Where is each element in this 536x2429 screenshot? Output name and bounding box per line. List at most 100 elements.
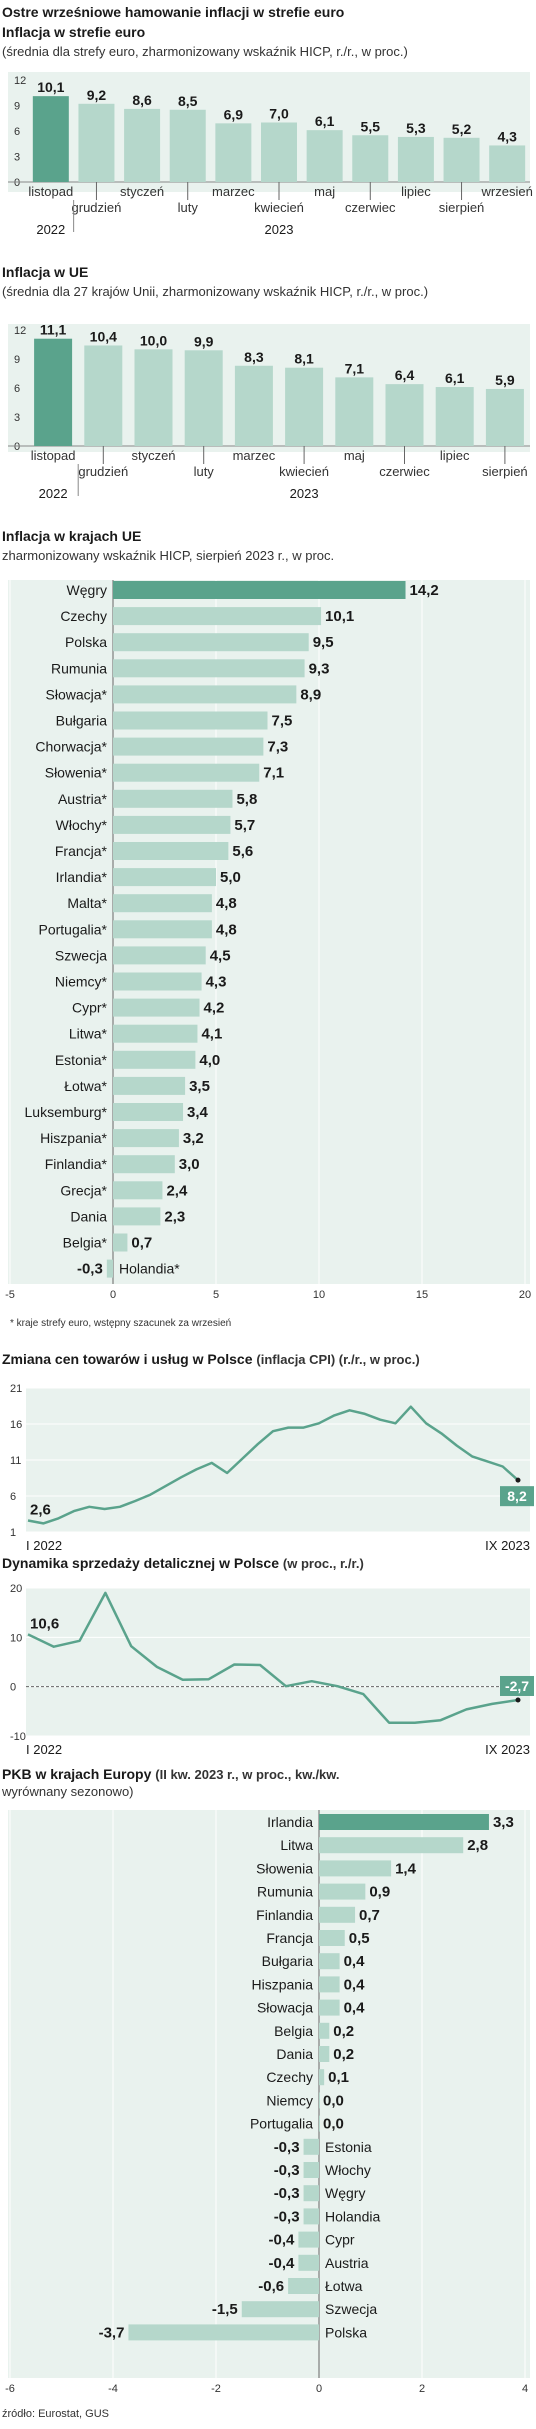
bar — [113, 1024, 198, 1043]
x-category-label: kwiecień — [254, 200, 304, 215]
category-label: Francja* — [55, 843, 108, 859]
chart3-title: Inflacja w krajach UE — [2, 528, 142, 544]
y-tick-label: 12 — [14, 325, 26, 337]
y-tick-label: 21 — [10, 1383, 22, 1395]
bar-value-label: 9,5 — [313, 634, 334, 651]
category-label: Litwa — [280, 1837, 313, 1853]
y-tick-label: 9 — [14, 354, 20, 366]
chart6-subtitle: wyrównany sezonowo) — [2, 1784, 134, 1799]
bar — [113, 581, 406, 599]
bar — [113, 842, 229, 860]
category-label: Portugalia — [250, 2116, 313, 2132]
end-value-box — [500, 1486, 534, 1507]
category-label: Estonia* — [55, 1052, 108, 1068]
chart3-country-inflation: -5 0 5 10 15 20 Węgry 14,2 Czechy 10,1 Polska 9,5 Ru… — [5, 580, 531, 1301]
category-label: Finlandia* — [45, 1156, 108, 1172]
bar — [319, 1814, 489, 1830]
x-category-label: styczeń — [131, 448, 175, 463]
bar-value-label: 6,1 — [315, 113, 335, 129]
bar-value-label: 5,9 — [495, 372, 515, 388]
category-label: Czechy — [60, 608, 107, 624]
bar — [113, 1103, 184, 1121]
category-label: Rumunia — [51, 660, 107, 676]
bar — [319, 1883, 366, 1900]
bar — [113, 1207, 161, 1226]
x-start-label: I 2022 — [26, 1538, 62, 1553]
bar — [319, 1953, 340, 1970]
y-tick-label: 0 — [14, 177, 20, 189]
category-label: Hiszpania* — [40, 1130, 107, 1146]
bar-value-label: 7,0 — [269, 106, 289, 122]
bar-value-label: 8,3 — [244, 349, 264, 365]
chart4-title: Zmiana cen towarów i usług w Polsce (inf… — [2, 1351, 420, 1367]
y-tick-label: 12 — [14, 75, 26, 87]
chart2-eu-inflation: 12 9 6 3 0 11,1 listopad 10,4 grudzień 10,0 stycze… — [8, 322, 530, 501]
bar — [241, 2301, 319, 2318]
x-tick-label: 4 — [522, 2383, 528, 2395]
y-tick-label: 10 — [10, 1632, 22, 1644]
bar — [397, 136, 434, 182]
category-label: Malta* — [67, 895, 107, 911]
bar-value-label: 0,7 — [131, 1235, 152, 1252]
chart1-title: Inflacja w strefie euro — [2, 24, 146, 40]
category-label: Czechy — [266, 2069, 313, 2085]
bar — [113, 894, 212, 913]
y-tick-label: 3 — [14, 152, 20, 164]
main-title: Ostre wrześniowe hamowanie inflacji w st… — [2, 4, 345, 20]
bar-value-label: 0,2 — [333, 2023, 354, 2040]
bar-value-label: 11,1 — [40, 322, 67, 338]
bar — [319, 2046, 330, 2062]
x-category-label: grudzień — [72, 200, 122, 215]
bar — [298, 2231, 319, 2248]
bar — [113, 1233, 128, 1252]
chart3-footnote: * kraje strefy euro, wstępny szacunek za… — [10, 1318, 232, 1329]
bar — [319, 1860, 392, 1877]
x-category-label: lipiec — [440, 448, 470, 463]
x-end-label: IX 2023 — [485, 1538, 530, 1553]
bar-value-label: 7,5 — [272, 713, 293, 730]
x-tick-label: -4 — [108, 2383, 118, 2395]
bar-value-label: 4,8 — [216, 921, 237, 938]
x-category-label: luty — [178, 200, 199, 215]
category-label: Bułgaria — [262, 1953, 314, 1969]
bar-value-label: 3,4 — [187, 1104, 209, 1121]
y-tick-label: 3 — [14, 412, 20, 424]
bar — [306, 130, 343, 182]
chart3-subtitle: zharmonizowany wskaźnik HICP, sierpień 2… — [2, 548, 335, 563]
bar-value-label: 6,1 — [445, 370, 465, 386]
bar-value-label: 5,0 — [220, 869, 241, 886]
x-category-label: luty — [194, 464, 215, 479]
category-label: Węgry — [325, 2185, 365, 2201]
category-label: Słowenia* — [45, 765, 108, 781]
bar-value-label: 8,9 — [300, 686, 321, 703]
chart1-subtitle: (średnia dla strefy euro, zharmonizowany… — [2, 44, 408, 59]
chart4-cpi-poland: 21 16 11 6 1 2,6 8,2 I 2022 IX 2023 — [10, 1383, 534, 1553]
bar-value-label: 7,1 — [263, 765, 284, 782]
bar-value-label: 10,4 — [90, 328, 117, 344]
bar — [113, 1050, 196, 1069]
chart5-retail-poland: 20 10 0 -10 10,6 -2,7 I 2022 IX 2023 — [10, 1583, 534, 1757]
bar-value-label: 7,3 — [267, 739, 288, 756]
category-label: Grecja* — [60, 1182, 107, 1198]
bar — [113, 711, 268, 730]
x-tick-label: 2 — [419, 2383, 425, 2395]
category-label: Belgia — [274, 2023, 313, 2039]
x-category-label: marzec — [233, 448, 276, 463]
category-label: Łotwa — [325, 2278, 363, 2294]
bar-value-label: 5,8 — [236, 791, 257, 808]
x-category-label: maj — [344, 448, 365, 463]
chart2-title: Inflacja w UE — [2, 264, 89, 280]
bar — [335, 377, 374, 446]
x-category-label: sierpień — [482, 464, 528, 479]
category-label: Dania — [276, 2046, 313, 2062]
x-category-label: maj — [314, 184, 335, 199]
end-point — [515, 1477, 521, 1483]
category-label: Belgia* — [63, 1235, 108, 1251]
category-label: Węgry — [67, 582, 107, 598]
bar — [319, 1837, 464, 1854]
bar — [113, 998, 200, 1017]
bar — [319, 1930, 345, 1946]
bar-value-label: 0,9 — [369, 1884, 390, 1901]
end-value-label: 8,2 — [507, 1488, 527, 1504]
